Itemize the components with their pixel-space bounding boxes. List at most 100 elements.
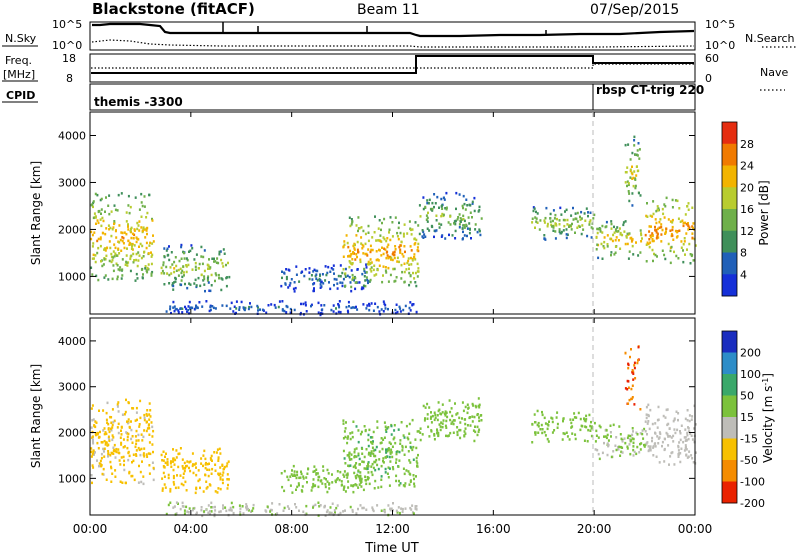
data-cell xyxy=(92,253,95,257)
data-cell xyxy=(145,246,148,250)
data-cell xyxy=(90,450,93,453)
data-cell xyxy=(123,231,126,234)
data-cell xyxy=(110,429,113,432)
data-cell xyxy=(395,458,398,461)
data-cell xyxy=(355,512,358,515)
data-cell xyxy=(562,432,565,435)
data-cell xyxy=(201,262,204,266)
data-cell xyxy=(137,446,140,450)
data-cell xyxy=(352,244,355,248)
data-cell xyxy=(409,461,412,464)
data-cell xyxy=(403,262,406,265)
data-cell xyxy=(438,222,441,226)
data-cell xyxy=(653,442,656,446)
data-cell xyxy=(393,436,396,439)
data-cell xyxy=(573,416,576,419)
data-cell xyxy=(651,239,654,243)
data-cell xyxy=(206,462,209,466)
data-cell xyxy=(140,226,143,229)
data-cell xyxy=(634,186,637,190)
data-cell xyxy=(591,425,593,428)
data-cell xyxy=(685,223,688,226)
data-cell xyxy=(365,508,368,511)
data-cell xyxy=(627,182,630,185)
data-cell xyxy=(119,436,122,439)
data-cell xyxy=(382,236,385,239)
data-cell xyxy=(173,505,176,508)
data-cell xyxy=(387,243,390,246)
data-cell xyxy=(566,233,569,236)
data-cell xyxy=(348,458,351,461)
data-cell xyxy=(364,428,367,432)
data-cell xyxy=(621,233,624,237)
data-cell xyxy=(385,256,388,260)
data-cell xyxy=(551,417,554,420)
data-cell xyxy=(395,451,398,454)
data-cell xyxy=(533,413,536,416)
data-cell xyxy=(347,464,350,467)
data-cell xyxy=(648,427,651,431)
data-cell xyxy=(188,312,190,315)
data-cell xyxy=(341,281,344,285)
data-cell xyxy=(342,437,345,440)
data-cell xyxy=(669,435,671,438)
data-cell xyxy=(478,406,481,409)
data-cell xyxy=(300,470,302,473)
data-cell xyxy=(347,435,350,438)
data-cell xyxy=(391,253,394,256)
data-cell xyxy=(384,467,387,471)
data-cell xyxy=(408,220,411,223)
data-cell xyxy=(317,478,320,482)
data-cell xyxy=(377,467,380,471)
data-cell xyxy=(326,271,329,275)
data-cell xyxy=(151,443,154,446)
data-cell xyxy=(473,415,476,419)
data-cell xyxy=(433,193,436,196)
data-cell xyxy=(624,242,627,246)
data-cell xyxy=(319,480,322,483)
data-cell xyxy=(634,153,637,156)
data-cell xyxy=(694,423,697,426)
data-cell xyxy=(412,512,415,515)
data-cell xyxy=(656,255,658,258)
data-cell xyxy=(170,311,172,315)
data-cell xyxy=(534,421,536,424)
data-cell xyxy=(194,491,197,495)
data-cell xyxy=(128,241,131,245)
data-cell xyxy=(381,246,383,249)
data-cell xyxy=(365,479,367,482)
data-cell xyxy=(466,424,469,427)
data-cell xyxy=(690,418,693,421)
data-cell xyxy=(535,217,538,220)
data-cell xyxy=(556,422,559,426)
data-cell xyxy=(417,242,420,246)
data-cell xyxy=(248,305,251,309)
data-cell xyxy=(346,454,349,457)
data-cell xyxy=(534,226,536,229)
data-cell xyxy=(227,460,230,463)
data-cell xyxy=(454,222,457,226)
data-cell xyxy=(134,445,137,449)
data-cell xyxy=(610,455,613,459)
data-cell xyxy=(411,228,414,231)
data-cell xyxy=(468,222,471,225)
data-cell xyxy=(398,221,400,225)
data-cell xyxy=(349,437,352,441)
data-cell xyxy=(361,247,364,250)
data-cell xyxy=(388,455,391,459)
data-cell xyxy=(676,235,679,238)
data-cell xyxy=(203,449,206,453)
data-cell xyxy=(164,486,167,489)
data-cell xyxy=(129,205,132,209)
data-cell xyxy=(383,237,386,241)
data-cell xyxy=(438,226,441,229)
data-cell xyxy=(426,417,429,420)
data-cell xyxy=(343,243,346,246)
data-cell xyxy=(691,457,694,460)
data-cell xyxy=(173,463,176,466)
data-cell xyxy=(552,229,555,232)
data-cell xyxy=(378,310,381,313)
data-cell xyxy=(682,221,685,225)
data-cell xyxy=(471,415,474,418)
data-cell xyxy=(631,369,634,372)
